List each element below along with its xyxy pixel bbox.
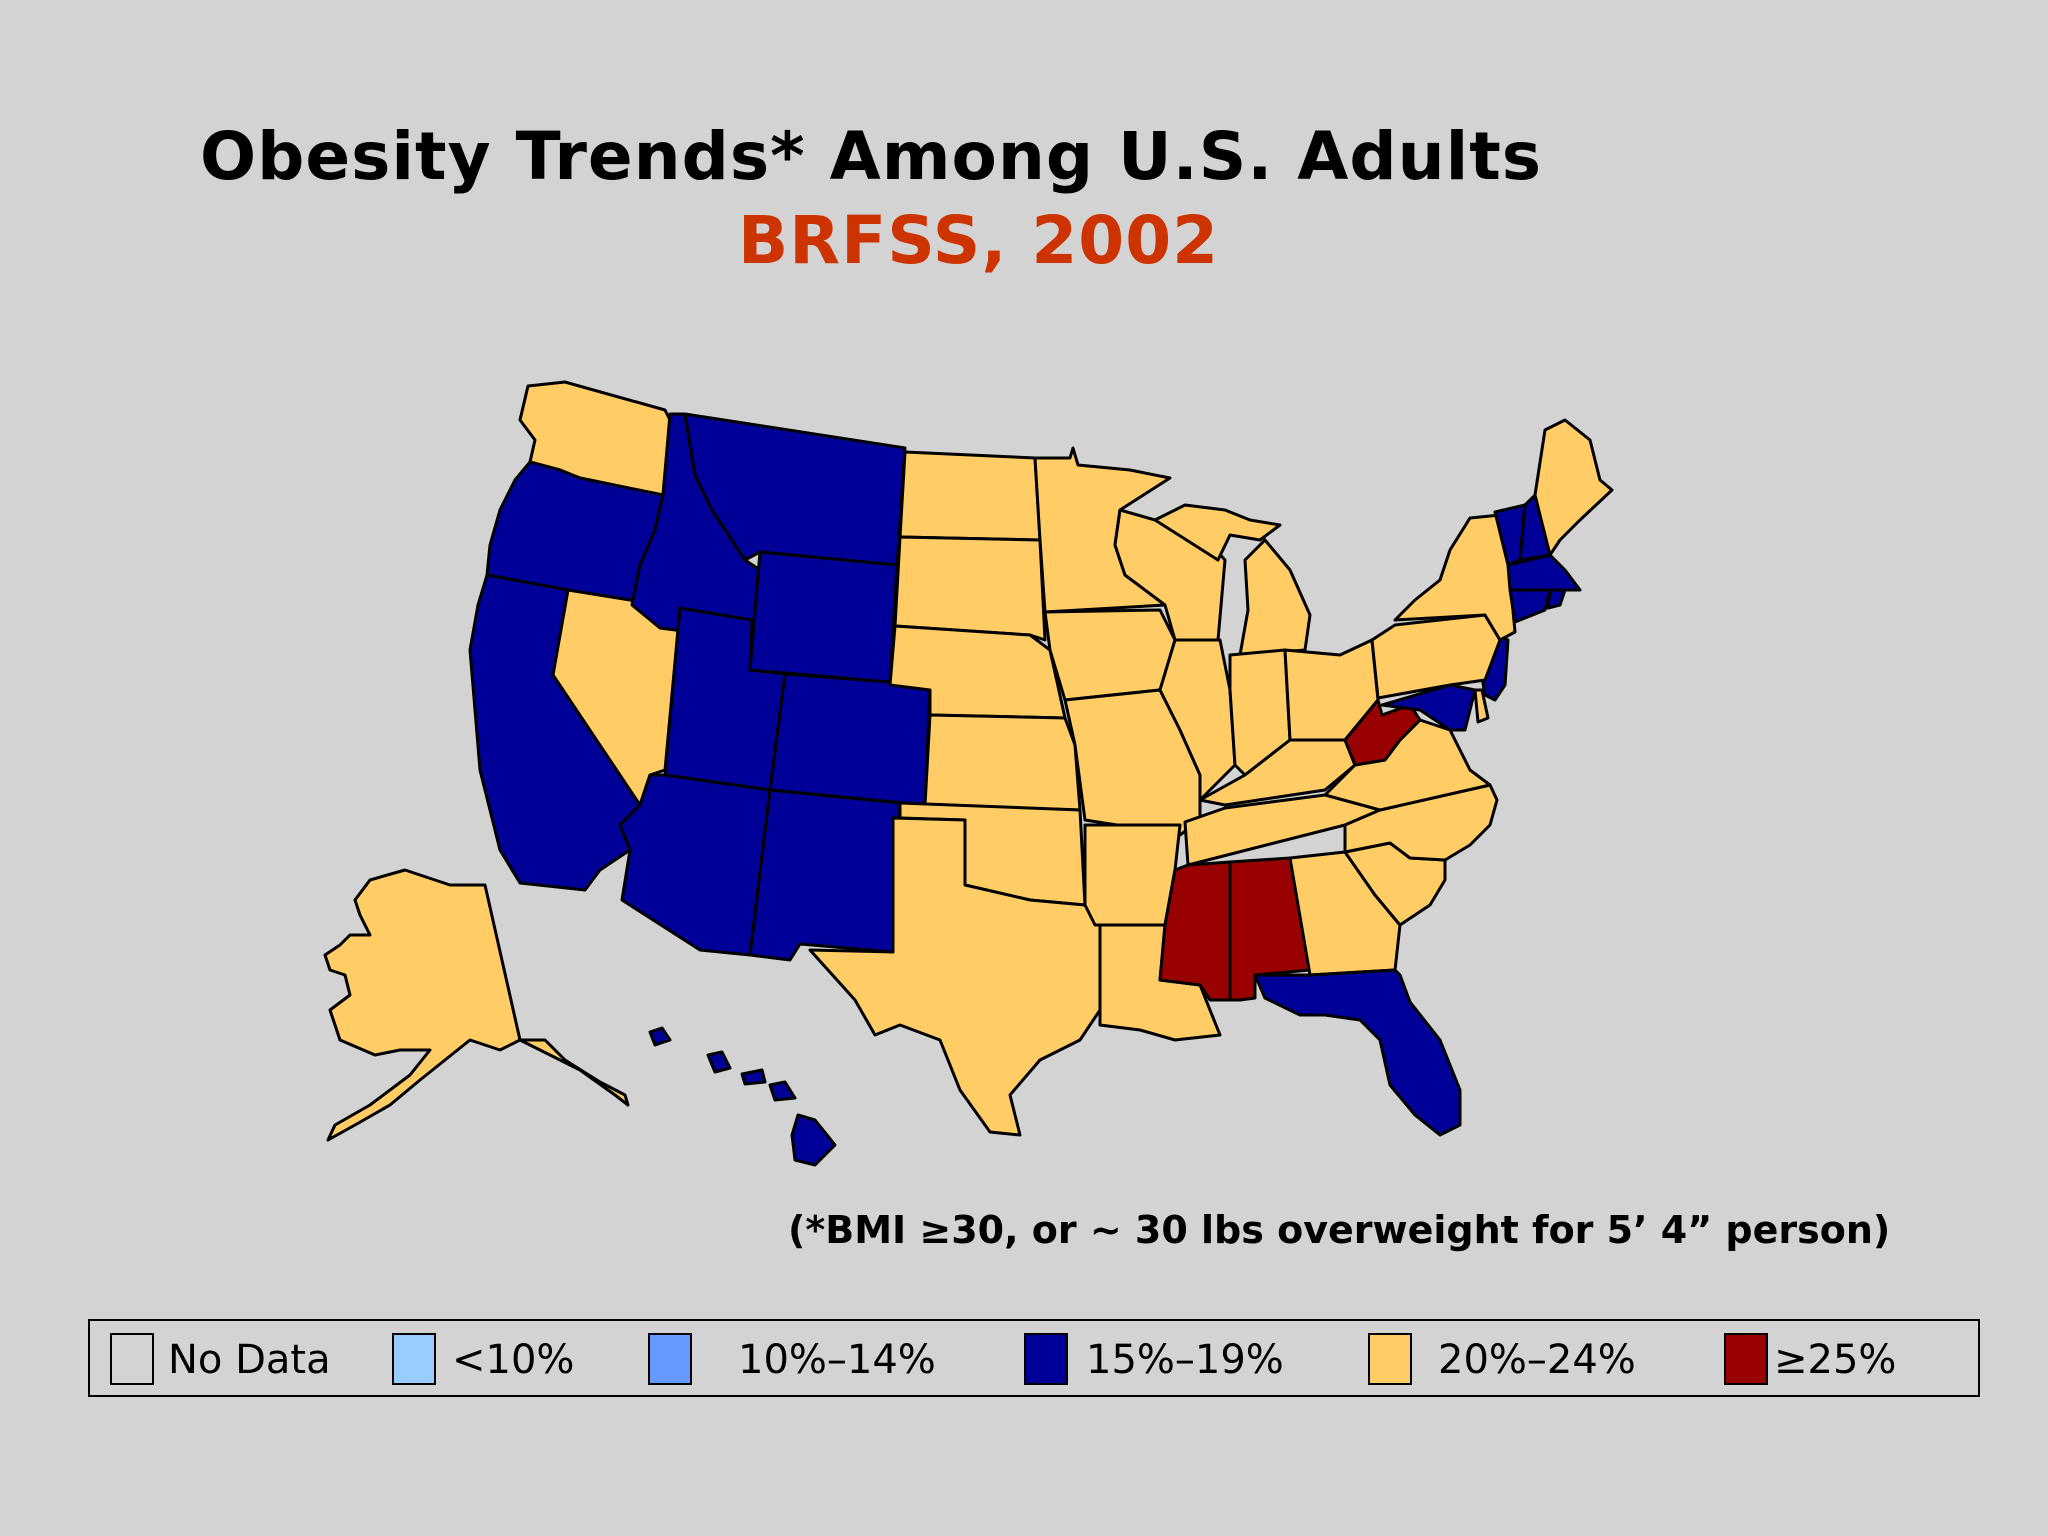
legend: No Data <10% 10%–14% 15%–19% 20%–24% ≥25… <box>88 1319 1980 1397</box>
state-AK[interactable] <box>323 868 630 1142</box>
state-KS[interactable] <box>923 713 1082 812</box>
state-ME[interactable] <box>1533 418 1614 557</box>
legend-swatch <box>1724 1333 1768 1385</box>
state-FL[interactable] <box>1253 968 1462 1137</box>
map-title: Obesity Trends* Among U.S. Adults <box>200 118 1543 195</box>
legend-label: ≥25% <box>1774 1337 1897 1383</box>
state-NM[interactable] <box>748 788 902 962</box>
state-WY[interactable] <box>748 550 899 684</box>
legend-swatch <box>392 1333 436 1385</box>
legend-swatch <box>1368 1333 1412 1385</box>
legend-label: 20%–24% <box>1438 1337 1636 1383</box>
legend-swatch <box>110 1333 154 1385</box>
state-HI[interactable] <box>648 1026 837 1167</box>
state-PA[interactable] <box>1370 613 1502 700</box>
state-RI[interactable] <box>1546 588 1567 610</box>
footnote: (*BMI ≥30, or ~ 30 lbs overweight for 5’… <box>788 1208 1891 1252</box>
state-MI[interactable] <box>1153 503 1312 657</box>
state-ND[interactable] <box>898 450 1042 542</box>
state-CT[interactable] <box>1508 588 1552 624</box>
legend-swatch <box>1024 1333 1068 1385</box>
legend-label: No Data <box>168 1337 331 1383</box>
map-subtitle: BRFSS, 2002 <box>738 202 1220 279</box>
state-TX[interactable] <box>808 816 1102 1137</box>
legend-swatch <box>648 1333 692 1385</box>
legend-label: <10% <box>452 1337 575 1383</box>
legend-label: 10%–14% <box>738 1337 936 1383</box>
legend-label: 15%–19% <box>1086 1337 1284 1383</box>
state-AR[interactable] <box>1083 823 1182 927</box>
state-CO[interactable] <box>768 672 932 807</box>
state-WV[interactable] <box>1343 698 1422 767</box>
state-AZ[interactable] <box>618 773 772 957</box>
state-IA[interactable] <box>1043 608 1177 702</box>
state-SD[interactable] <box>893 535 1047 642</box>
state-DE[interactable] <box>1473 688 1490 724</box>
